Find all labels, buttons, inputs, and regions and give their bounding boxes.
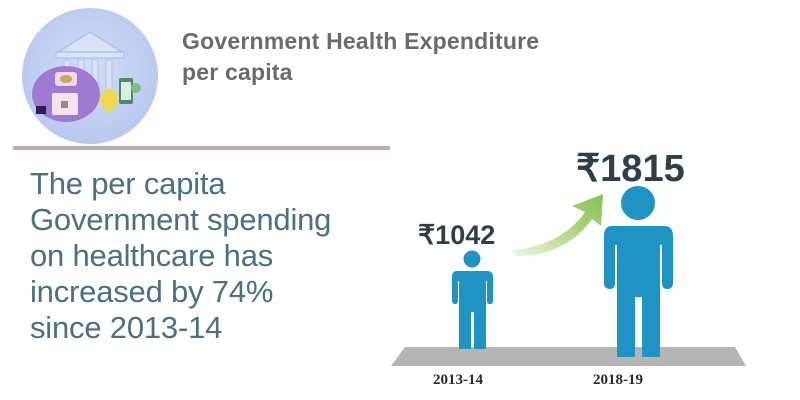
- platform: [391, 347, 746, 366]
- summary-line: increased by 74%: [30, 274, 274, 309]
- summary-text: The per capita Government spending on he…: [30, 166, 331, 346]
- year-label-2018-19: 2018-19: [593, 372, 643, 388]
- year-label-2013-14: 2013-14: [433, 372, 483, 388]
- person-icon-large: [604, 186, 673, 357]
- summary-line: on healthcare has: [30, 238, 274, 273]
- value-2013-14: ₹1042: [418, 220, 496, 250]
- divider: [13, 146, 390, 150]
- page-title: Government Health Expenditure per capita: [182, 26, 539, 88]
- summary-line: Government spending: [30, 202, 332, 237]
- title-line-1: Government Health Expenditure: [182, 28, 540, 54]
- summary-line: since 2013-14: [30, 310, 223, 345]
- summary-line: The per capita: [30, 166, 226, 201]
- value-2018-19: ₹1815: [576, 148, 685, 190]
- title-line-2: per capita: [182, 59, 293, 85]
- person-icon-small: [452, 250, 493, 349]
- government-finance-icon: [20, 6, 160, 146]
- growth-arrow-icon: [512, 194, 603, 257]
